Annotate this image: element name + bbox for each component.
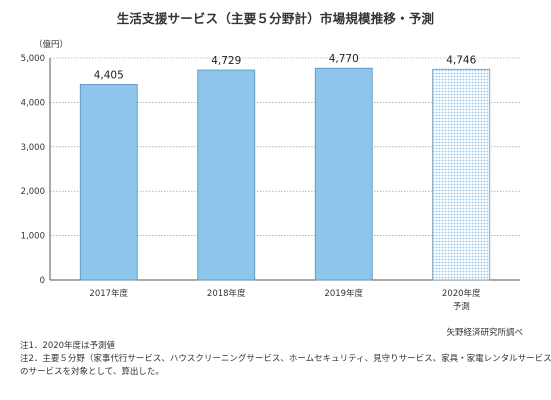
x-tick-label: 2019年度 <box>324 288 363 299</box>
labels: 0 1,000 2,000 3,000 4,000 5,000 4,405 2017年度 4,7… <box>21 53 481 312</box>
note-1: 注1．2020年度は予測値 <box>20 341 116 351</box>
x-tick-label: 2017年度 <box>89 288 128 299</box>
y-tick-label: 4,000 <box>21 98 45 108</box>
y-tick-label: 5,000 <box>21 54 45 64</box>
footnotes: 注1．2020年度は予測値 注2．主要５分野（家事代行サービス、ハウスクリーニン… <box>20 340 551 379</box>
y-axis-unit: （億円） <box>34 40 69 50</box>
bar-chart: 0 1,000 2,000 3,000 4,000 5,000 4,405 2017年度 4,7… <box>21 53 520 312</box>
chart-title: 生活支援サービス（主要５分野計）市場規模推移・予測 <box>116 11 435 26</box>
y-tick-label: 1,000 <box>21 232 45 242</box>
y-tick-label: 2,000 <box>21 187 45 197</box>
x-tick-sublabel: 予測 <box>453 301 470 312</box>
bar-2019年度 <box>314 67 373 281</box>
note-2-continued: のサービスを対象として、算出した。 <box>20 367 164 377</box>
y-tick-label: 3,000 <box>21 143 45 153</box>
data-label: 4,746 <box>446 54 476 66</box>
note-2: 注2．主要５分野（家事代行サービス、ハウスクリーニングサービス、ホームセキュリテ… <box>20 354 551 364</box>
bar-2017年度 <box>79 84 138 281</box>
data-label: 4,770 <box>329 53 359 65</box>
x-tick-label: 2020年度 <box>442 288 481 299</box>
data-label: 4,729 <box>211 55 241 67</box>
bar-2020年度 <box>432 68 491 281</box>
x-tick-label: 2018年度 <box>207 288 246 299</box>
bars <box>79 67 491 281</box>
data-label: 4,405 <box>94 69 124 81</box>
source-credit: 矢野経済研究所調べ <box>446 328 523 338</box>
y-tick-label: 0 <box>40 276 45 286</box>
bar-2018年度 <box>197 69 256 281</box>
